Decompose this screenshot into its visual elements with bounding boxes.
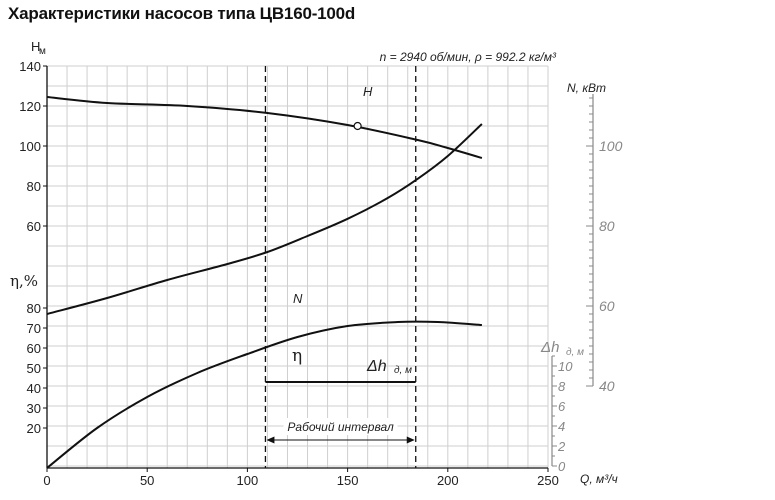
grid-lines <box>46 65 549 468</box>
curve-label-dh-sub: д, м <box>394 365 412 376</box>
tick-label-eta: 50 <box>27 361 41 376</box>
axis-label-n: N, кВт <box>567 81 606 95</box>
working-interval: Рабочий интервал <box>264 66 417 468</box>
tick-label-eta: 40 <box>27 381 41 396</box>
interval-arrow-right <box>406 436 415 444</box>
axis-label-dh-sub: д, м <box>566 347 584 358</box>
tick-label-h: 80 <box>27 179 41 194</box>
tick-label-n: 40 <box>599 378 615 394</box>
tick-label-n: 60 <box>599 298 615 314</box>
tick-label-eta: 60 <box>27 341 41 356</box>
tick-label-h: 100 <box>19 139 41 154</box>
tick-label-dh: 0 <box>558 459 566 474</box>
tick-label-eta: 80 <box>27 301 41 316</box>
chart-title: Характеристики насосов типа ЦВ160-100d <box>8 4 356 23</box>
tick-label-x: 250 <box>537 473 559 488</box>
axis-label-eta: η,% <box>10 272 38 290</box>
interval-arrow-left <box>266 436 275 444</box>
curves: H Nη Δh д, м <box>46 84 483 469</box>
curve-N <box>46 123 483 315</box>
tick-label-x: 0 <box>43 473 50 488</box>
tick-label-n: 100 <box>599 138 623 154</box>
curve-label-dh: Δh <box>366 358 387 375</box>
tick-label-dh: 6 <box>558 399 566 414</box>
interval-label: Рабочий интервал <box>287 420 394 434</box>
tick-label-eta: 30 <box>27 401 41 416</box>
curve-eta <box>46 320 482 469</box>
tick-label-eta: 20 <box>27 421 41 436</box>
curve-h-marker <box>353 121 362 131</box>
interval-label-bg <box>283 418 398 435</box>
tick-label-dh: 8 <box>558 379 566 394</box>
curve-label-h: H <box>363 84 373 99</box>
curve-label-n: N <box>293 291 303 306</box>
axis-label-dh: Δh <box>540 339 559 356</box>
tick-label-n: 80 <box>599 218 615 234</box>
axis-label-x: Q, м³/ч <box>580 472 618 486</box>
curve-H <box>46 96 483 159</box>
tick-label-h: 140 <box>19 59 41 74</box>
curve-label-eta: η <box>292 346 302 366</box>
tick-label-x: 200 <box>437 473 459 488</box>
axis-label-h: H <box>31 39 40 54</box>
tick-label-h: 120 <box>19 99 41 114</box>
axes <box>43 65 594 472</box>
conditions-label: n = 2940 об/мин, ρ = 992.2 кг/м³ <box>380 50 557 64</box>
tick-label-dh: 2 <box>557 439 566 454</box>
axis-label-h-sub: м <box>39 46 46 57</box>
tick-label-eta: 70 <box>27 321 41 336</box>
tick-label-x: 150 <box>337 473 359 488</box>
tick-label-x: 100 <box>237 473 259 488</box>
tick-label-h: 60 <box>27 219 41 234</box>
tick-label-dh: 10 <box>558 359 573 374</box>
tick-label-x: 50 <box>140 473 154 488</box>
tick-label-dh: 4 <box>558 419 565 434</box>
axis-labels: Hм η,% n = 2940 об/мин, ρ = 992.2 кг/м³ N, … <box>10 39 618 486</box>
